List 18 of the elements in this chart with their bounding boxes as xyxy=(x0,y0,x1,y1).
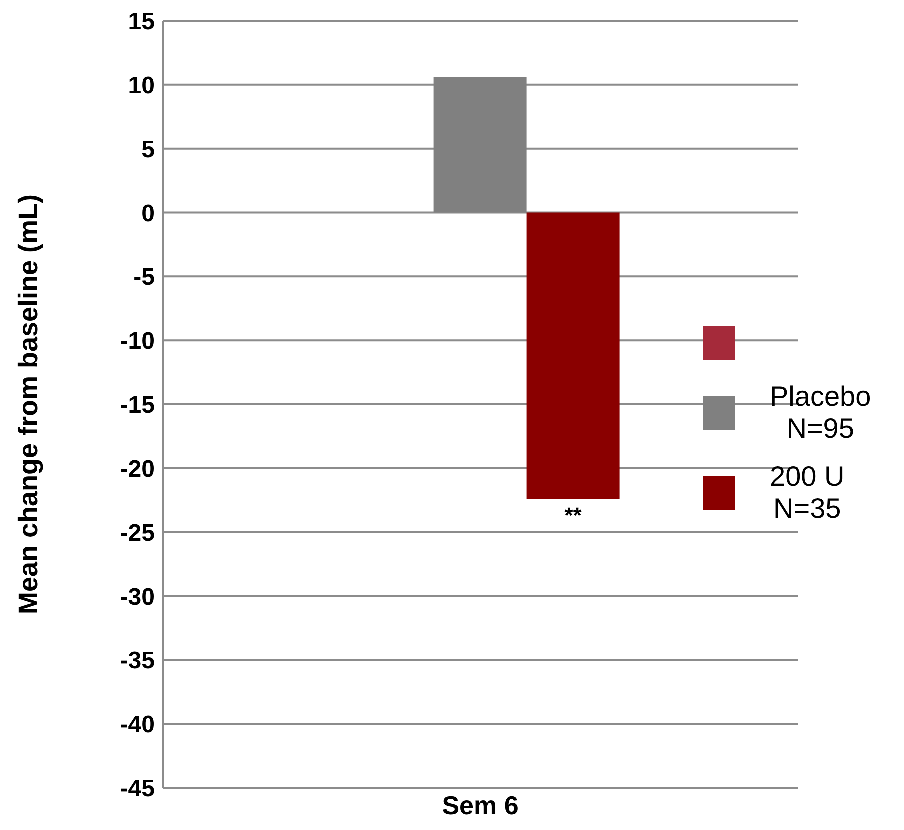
y-axis-title: Mean change from baseline (mL) xyxy=(14,194,44,615)
y-tick-label: -40 xyxy=(120,712,155,739)
y-tick-label: -45 xyxy=(120,776,155,803)
legend-label: Placebo N=95 xyxy=(770,381,872,445)
x-tick-label: Sem 6 xyxy=(442,790,519,820)
y-tick-label: -30 xyxy=(120,584,155,611)
y-tick-label: 15 xyxy=(128,8,155,36)
y-tick-label: -20 xyxy=(120,456,155,483)
y-tick-label: 5 xyxy=(142,136,155,164)
y-tick-label: -5 xyxy=(134,264,155,292)
legend-label: 200 U N=35 xyxy=(770,461,845,525)
y-tick-label: 0 xyxy=(142,200,155,228)
y-tick-label: -10 xyxy=(120,328,155,356)
y-tick-label: -15 xyxy=(120,392,155,420)
y-tick-label: 10 xyxy=(128,72,155,100)
y-tick-label: -35 xyxy=(120,648,155,675)
y-tick-label: -25 xyxy=(120,520,155,547)
annotation: ** xyxy=(564,503,582,528)
